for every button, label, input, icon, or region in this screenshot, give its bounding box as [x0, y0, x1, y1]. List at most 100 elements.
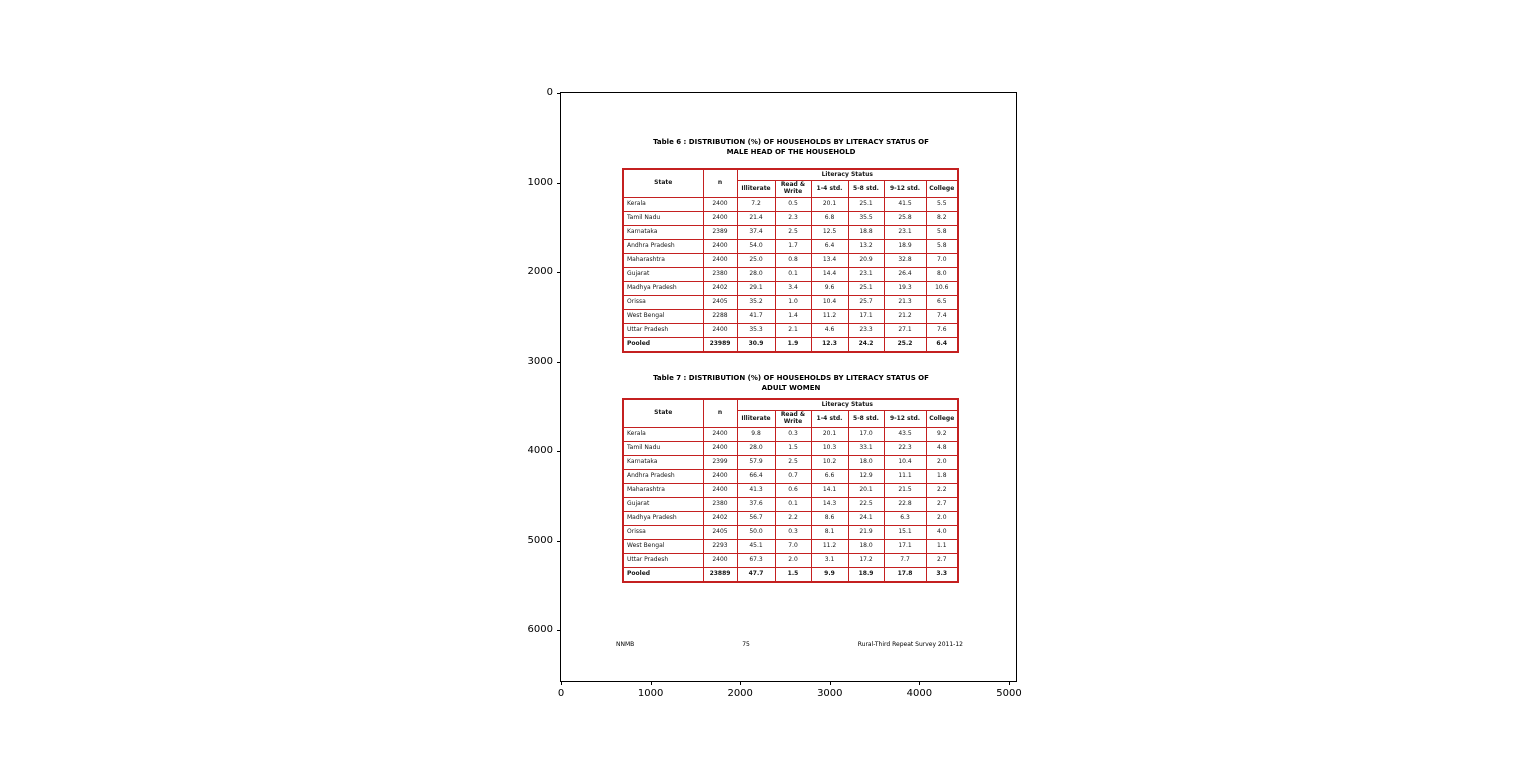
- value-cell: 6.8: [810, 211, 849, 226]
- column-header: 5-8 std.: [847, 410, 885, 428]
- x-tick-label: 5000: [996, 688, 1022, 699]
- table6-title-line1: Table 6 : DISTRIBUTION (%) OF HOUSEHOLDS…: [653, 138, 929, 146]
- column-header: Illiterate: [736, 410, 776, 428]
- x-tick-mark: [650, 681, 652, 685]
- value-cell: 10.4: [810, 295, 849, 310]
- x-tick-label: 4000: [906, 688, 933, 699]
- table-row: Karnataka 2389 37.4 2.5 12.5 18.8 23.1 5.8: [622, 225, 959, 240]
- x-tick-label: 1000: [637, 688, 664, 699]
- value-cell: 2402: [702, 281, 738, 296]
- state-cell: Pooled: [622, 337, 704, 353]
- state-cell: Gujarat: [622, 267, 704, 282]
- value-cell: 41.7: [736, 309, 776, 324]
- value-cell: 21.4: [736, 211, 776, 226]
- value-cell: 37.6: [736, 497, 776, 512]
- value-cell: 2405: [702, 295, 738, 310]
- value-cell: 8.2: [925, 211, 959, 226]
- x-tick-mark: [561, 681, 562, 685]
- value-cell: 22.8: [883, 497, 927, 512]
- value-cell: 15.1: [883, 525, 927, 540]
- value-cell: 5.8: [925, 225, 959, 240]
- value-cell: 7.6: [925, 323, 959, 338]
- table-row: Andhra Pradesh 2400 54.0 1.7 6.4 13.2 18.9 5.8: [622, 239, 959, 254]
- y-tick-label: 5000: [527, 534, 553, 546]
- footer-org: NNMB: [616, 641, 635, 648]
- table-row: Madhya Pradesh 2402 56.7 2.2 8.6 24.1 6.3 2.0: [622, 511, 959, 526]
- value-cell: 3.4: [774, 281, 812, 296]
- value-cell: 25.0: [736, 253, 776, 268]
- value-cell: 1.7: [774, 239, 812, 254]
- value-cell: 2.0: [925, 455, 959, 470]
- value-cell: 13.2: [847, 239, 885, 254]
- value-cell: 9.8: [736, 427, 776, 442]
- x-tick-mark: [829, 681, 831, 685]
- value-cell: 20.1: [810, 197, 849, 212]
- value-cell: 6.4: [810, 239, 849, 254]
- value-cell: 10.4: [883, 455, 927, 470]
- value-cell: 2380: [702, 497, 738, 512]
- value-cell: 32.8: [883, 253, 927, 268]
- footer-survey-name: Rural-Third Repeat Survey 2011-12: [857, 641, 963, 648]
- value-cell: 0.8: [774, 253, 812, 268]
- x-tick-mark: [740, 681, 742, 685]
- value-cell: 19.3: [883, 281, 927, 296]
- value-cell: 25.7: [847, 295, 885, 310]
- table6-title-line2: MALE HEAD OF THE HOUSEHOLD: [726, 148, 856, 157]
- value-cell: 1.1: [925, 539, 959, 554]
- state-cell: Orissa: [622, 295, 704, 310]
- state-cell: Maharashtra: [622, 253, 704, 268]
- value-cell: 41.3: [736, 483, 776, 498]
- value-cell: 7.0: [774, 539, 812, 554]
- value-cell: 35.3: [736, 323, 776, 338]
- value-cell: 30.9: [736, 337, 776, 353]
- x-tick-label: 3000: [817, 688, 843, 699]
- table-row: Uttar Pradesh 2400 67.3 2.0 3.1 17.2 7.7 2.7: [622, 553, 959, 568]
- column-header-n: n: [702, 168, 738, 198]
- value-cell: 2400: [702, 197, 738, 212]
- column-header: Read & Write: [774, 180, 812, 198]
- value-cell: 11.1: [883, 469, 927, 484]
- column-header: 1-4 std.: [810, 180, 849, 198]
- value-cell: 45.1: [736, 539, 776, 554]
- value-cell: 21.2: [883, 309, 927, 324]
- value-cell: 21.3: [883, 295, 927, 310]
- value-cell: 2400: [702, 239, 738, 254]
- table-row: Pooled 23889 47.7 1.5 9.9 18.9 17.8 3.3: [622, 567, 959, 583]
- value-cell: 18.9: [883, 239, 927, 254]
- value-cell: 14.4: [810, 267, 849, 282]
- state-cell: Maharashtra: [622, 483, 704, 498]
- value-cell: 8.1: [810, 525, 849, 540]
- y-tick-mark: [557, 361, 561, 363]
- value-cell: 2.7: [925, 553, 959, 568]
- value-cell: 18.0: [847, 455, 885, 470]
- value-cell: 6.6: [810, 469, 849, 484]
- value-cell: 7.0: [925, 253, 959, 268]
- column-header: College: [925, 410, 959, 428]
- value-cell: 2288: [702, 309, 738, 324]
- value-cell: 12.9: [847, 469, 885, 484]
- value-cell: 56.7: [736, 511, 776, 526]
- value-cell: 1.5: [774, 567, 812, 583]
- value-cell: 50.0: [736, 525, 776, 540]
- value-cell: 5.8: [925, 239, 959, 254]
- value-cell: 24.1: [847, 511, 885, 526]
- value-cell: 41.5: [883, 197, 927, 212]
- state-cell: Uttar Pradesh: [622, 553, 704, 568]
- state-cell: Pooled: [622, 567, 704, 583]
- y-tick-label: 3000: [527, 355, 553, 367]
- value-cell: 22.3: [883, 441, 927, 456]
- value-cell: 7.7: [883, 553, 927, 568]
- value-cell: 10.3: [810, 441, 849, 456]
- value-cell: 5.5: [925, 197, 959, 212]
- x-tick-mark: [1009, 681, 1010, 685]
- value-cell: 3.1: [810, 553, 849, 568]
- column-header-n: n: [702, 398, 738, 428]
- column-header-state: State: [622, 168, 704, 198]
- value-cell: 14.1: [810, 483, 849, 498]
- value-cell: 2402: [702, 511, 738, 526]
- value-cell: 10.2: [810, 455, 849, 470]
- value-cell: 9.6: [810, 281, 849, 296]
- value-cell: 23.1: [883, 225, 927, 240]
- value-cell: 0.3: [774, 525, 812, 540]
